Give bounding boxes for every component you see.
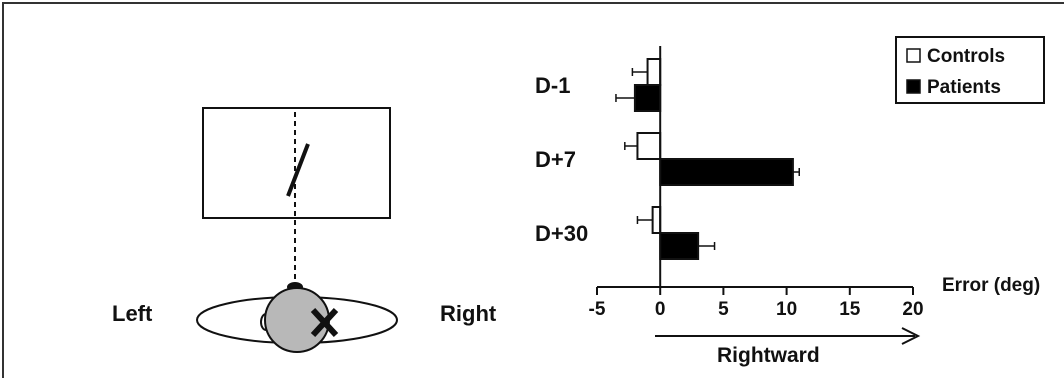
setup-diagram: Left Right	[112, 107, 497, 353]
bar-controls-d7	[636, 132, 662, 160]
bar-patients-d1	[633, 84, 662, 112]
bar-patients-d7	[659, 158, 794, 186]
x-tick-label--5: -5	[589, 299, 606, 320]
screen-rectangle	[202, 107, 391, 219]
legend-swatch-patients	[906, 79, 921, 94]
x-axis-label: Error (deg)	[942, 275, 1040, 296]
legend-label-patients: Patients	[927, 77, 1001, 98]
error-bars-layer	[615, 68, 800, 250]
axes-layer	[596, 46, 914, 295]
right-label: Right	[440, 301, 497, 326]
bar-controls-d30	[651, 206, 662, 234]
tick-labels: -5 0 5 10 15 20	[589, 299, 924, 320]
tilted-rod	[286, 143, 310, 197]
category-label-d30: D+30	[535, 221, 588, 246]
legend: Controls Patients	[895, 36, 1045, 104]
category-label-d1: D-1	[535, 73, 570, 98]
category-label-d7: D+7	[535, 147, 576, 172]
direction-label: Rightward	[717, 344, 820, 367]
x-tick-label-5: 5	[718, 299, 729, 320]
rightward-arrow	[655, 327, 921, 345]
x-tick-label-20: 20	[902, 299, 923, 320]
bar-controls-d1	[646, 58, 662, 86]
lesion-cross-icon	[310, 307, 339, 338]
x-tick-label-15: 15	[839, 299, 861, 320]
legend-label-controls: Controls	[927, 46, 1005, 67]
x-tick-label-10: 10	[776, 299, 797, 320]
bars-layer	[633, 58, 794, 260]
category-labels: D-1 D+7 D+30	[535, 73, 588, 246]
error-bar-chart: D-1 D+7 D+30 -5 0 5 10 15 20 Error (deg) Rightw…	[535, 36, 1045, 367]
bar-patients-d30	[659, 232, 700, 260]
left-label: Left	[112, 301, 153, 326]
legend-swatch-controls	[906, 48, 921, 63]
x-tick-label-0: 0	[655, 299, 666, 320]
